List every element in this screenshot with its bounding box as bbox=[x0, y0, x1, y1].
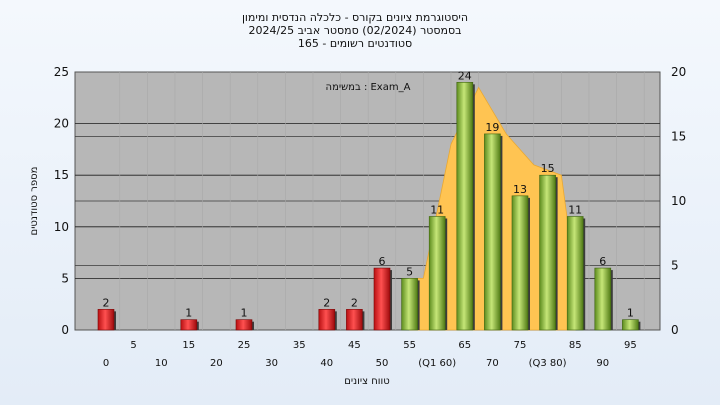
y2-tick-15: 15 bbox=[671, 130, 686, 144]
bar-90 bbox=[594, 267, 612, 331]
x-tick-4: 20 bbox=[210, 358, 223, 369]
bar-value-label-25: 1 bbox=[241, 307, 248, 320]
x-tick-1: 5 bbox=[130, 340, 136, 351]
y-axis-ticks: 0 5 10 15 20 25 bbox=[54, 65, 69, 337]
x-tick-11: 55 bbox=[403, 340, 416, 351]
x-tick-3: 15 bbox=[182, 340, 195, 351]
x-tick-9: 45 bbox=[348, 340, 361, 351]
x-tick-18: 90 bbox=[596, 358, 609, 369]
y2-tick-20: 20 bbox=[671, 65, 686, 79]
x-tick-12: (Q1 60) bbox=[418, 358, 456, 369]
x-tick-15: 75 bbox=[514, 340, 527, 351]
bar-value-label-0: 2 bbox=[103, 296, 110, 309]
bar-value-label-45: 2 bbox=[351, 296, 358, 309]
chart-title-line-2: בסמסטר (02/2024) סמסטר אביב 2024/25 bbox=[248, 24, 461, 37]
x-tick-7: 35 bbox=[293, 340, 306, 351]
bar-15 bbox=[180, 319, 198, 331]
y-tick-20: 20 bbox=[54, 117, 69, 131]
x-tick-6: 30 bbox=[265, 358, 278, 369]
chart-title-line-1: היסטוגרמת ציונים בקורס - כלכלה הנדסית ומ… bbox=[242, 11, 468, 24]
bar-value-label-55: 5 bbox=[406, 265, 413, 278]
x-axis-ticks: 0 5 10 15 20 25 30 35 40 45 50 55(Q1 60)65 70 75(Q3 8… bbox=[103, 340, 637, 369]
x-tick-10: 50 bbox=[376, 358, 389, 369]
bar-60 bbox=[428, 216, 446, 331]
bar-value-label-40: 2 bbox=[323, 296, 330, 309]
bars bbox=[97, 82, 641, 331]
bar-75 bbox=[511, 195, 529, 331]
bar-value-label-90: 6 bbox=[599, 255, 606, 268]
bar-70 bbox=[484, 133, 501, 331]
bar-0 bbox=[97, 309, 115, 331]
x-tick-16: (Q3 80) bbox=[529, 358, 567, 369]
x-tick-19: 95 bbox=[624, 340, 637, 351]
y2-tick-5: 5 bbox=[671, 259, 679, 273]
x-tick-5: 25 bbox=[238, 340, 251, 351]
bar-value-label-95: 1 bbox=[627, 307, 634, 320]
bar-25 bbox=[235, 319, 253, 331]
bar-value-label-65: 24 bbox=[458, 69, 472, 82]
x-tick-17: 85 bbox=[569, 340, 582, 351]
y2-tick-0: 0 bbox=[671, 323, 679, 337]
bar-value-label-70: 19 bbox=[485, 121, 499, 134]
x-tick-8: 40 bbox=[320, 358, 333, 369]
y-tick-5: 5 bbox=[61, 271, 69, 285]
bar-80 bbox=[539, 174, 556, 331]
y-tick-15: 15 bbox=[54, 168, 69, 182]
bar-65 bbox=[456, 82, 474, 331]
bar-55 bbox=[401, 278, 418, 331]
bar-value-label-50: 6 bbox=[379, 255, 386, 268]
y2-tick-10: 10 bbox=[671, 194, 686, 208]
exam-annotation: במשימה : Exam_A bbox=[326, 82, 411, 93]
bar-value-label-75: 13 bbox=[513, 183, 527, 196]
bar-40 bbox=[318, 309, 336, 331]
bar-85 bbox=[566, 216, 584, 331]
bar-value-label-85: 11 bbox=[568, 203, 582, 216]
bar-50 bbox=[373, 267, 391, 331]
y2-axis-ticks: 0 5 10 15 20 bbox=[671, 65, 686, 337]
x-tick-14: 70 bbox=[486, 358, 499, 369]
x-axis-label: טווח ציונים bbox=[344, 376, 389, 387]
bar-value-label-80: 15 bbox=[541, 162, 555, 175]
bar-value-label-15: 1 bbox=[185, 307, 192, 320]
y-tick-0: 0 bbox=[61, 323, 69, 337]
x-tick-13: 65 bbox=[458, 340, 471, 351]
bar-value-label-60: 11 bbox=[430, 203, 444, 216]
bar-95 bbox=[622, 319, 639, 331]
bar-45 bbox=[346, 309, 363, 331]
y-tick-25: 25 bbox=[54, 65, 69, 79]
x-tick-2: 10 bbox=[155, 358, 168, 369]
chart-title-line-3: סטודנטים רשומים - 165 bbox=[298, 37, 412, 50]
y-tick-10: 10 bbox=[54, 220, 69, 234]
y-axis-label: מספר סטודנטים bbox=[29, 167, 40, 236]
x-tick-0: 0 bbox=[103, 358, 109, 369]
